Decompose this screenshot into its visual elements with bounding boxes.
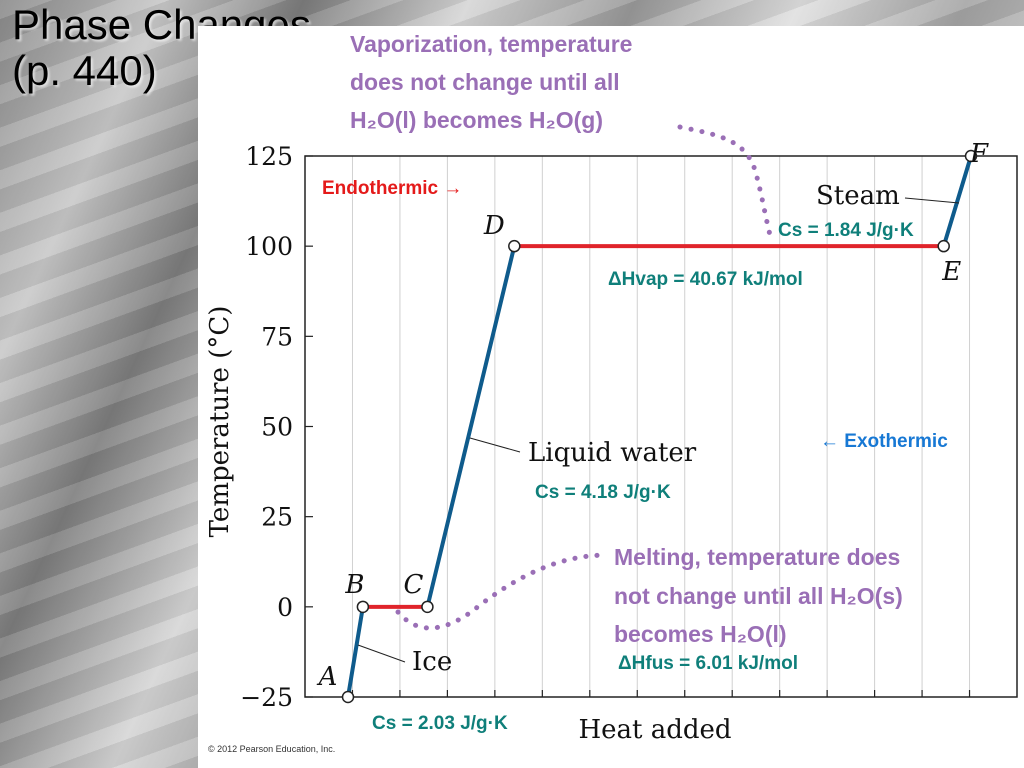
segment-label-AB: Ice	[412, 647, 452, 677]
vaporization-text-line2: does not change until all	[350, 69, 620, 95]
copyright-notice: © 2012 Pearson Education, Inc.	[208, 744, 335, 754]
y-axis-label: Temperature (°C)	[205, 306, 235, 538]
segment-label-CD: Liquid water	[528, 438, 697, 468]
y-axis-ticks: 125 100 75 50 25 0 −25	[240, 142, 313, 712]
y-tick-label: 125	[245, 142, 293, 171]
y-tick-label: 0	[277, 593, 293, 622]
vaporization-text-line3: H₂O(l) becomes H₂O(g)	[350, 107, 603, 133]
segment-CD	[425, 244, 517, 609]
dh-fus-label: ΔHfus = 6.01 kJ/mol	[618, 653, 798, 674]
melting-text-line2: not change until all H₂O(s)	[614, 583, 903, 609]
phase-leader-lines	[357, 197, 960, 663]
leader-AB	[357, 644, 406, 663]
point-C	[421, 600, 434, 614]
point-label-D: D	[483, 211, 505, 241]
y-tick-label: 100	[245, 232, 293, 261]
segment-AB	[346, 604, 365, 699]
cs-ice-label: Cs = 2.03 J/g·K	[372, 713, 508, 734]
leader-EF	[904, 197, 960, 204]
leader-CD	[469, 437, 521, 453]
point-E	[937, 239, 950, 253]
vaporization-text-line1: Vaporization, temperature	[350, 31, 632, 57]
point-D	[508, 239, 521, 253]
point-A	[341, 690, 355, 704]
segment-label-EF: Steam	[816, 181, 900, 211]
figure-panel	[198, 26, 1024, 768]
heating-curve	[346, 154, 973, 699]
segment-labels: Ice Liquid water Steam	[412, 181, 900, 677]
point-B	[356, 600, 370, 614]
y-tick-label: 50	[261, 413, 293, 442]
slide-title: Phase Changes (p. 440)	[12, 1, 311, 94]
x-axis-ticks	[351, 690, 971, 697]
endothermic-label: Endothermic →	[322, 178, 462, 199]
point-label-B: B	[344, 570, 364, 600]
cs-liquid-label: Cs = 4.18 J/g·K	[535, 482, 671, 503]
segment-EF	[941, 154, 973, 249]
point-label-F: F	[969, 139, 989, 169]
y-tick-label: 75	[261, 322, 293, 351]
dh-vap-label: ΔHvap = 40.67 kJ/mol	[608, 269, 803, 290]
cs-steam-label: Cs = 1.84 J/g·K	[778, 220, 914, 241]
melting-text-line3: becomes H₂O(l)	[614, 621, 787, 647]
y-tick-label: −25	[240, 683, 293, 712]
point-F	[964, 149, 978, 163]
point-label-C: C	[403, 570, 423, 600]
x-axis-label: Heat added	[578, 715, 731, 745]
point-label-E: E	[941, 257, 961, 287]
y-tick-label: 25	[261, 503, 293, 532]
curve-points: A B C D E F	[317, 139, 989, 704]
melting-text-line1: Melting, temperature does	[614, 544, 900, 570]
vaporization-callout-dots	[677, 124, 773, 238]
point-label-A: A	[317, 662, 338, 692]
exothermic-label: ← Exothermic	[820, 431, 948, 452]
